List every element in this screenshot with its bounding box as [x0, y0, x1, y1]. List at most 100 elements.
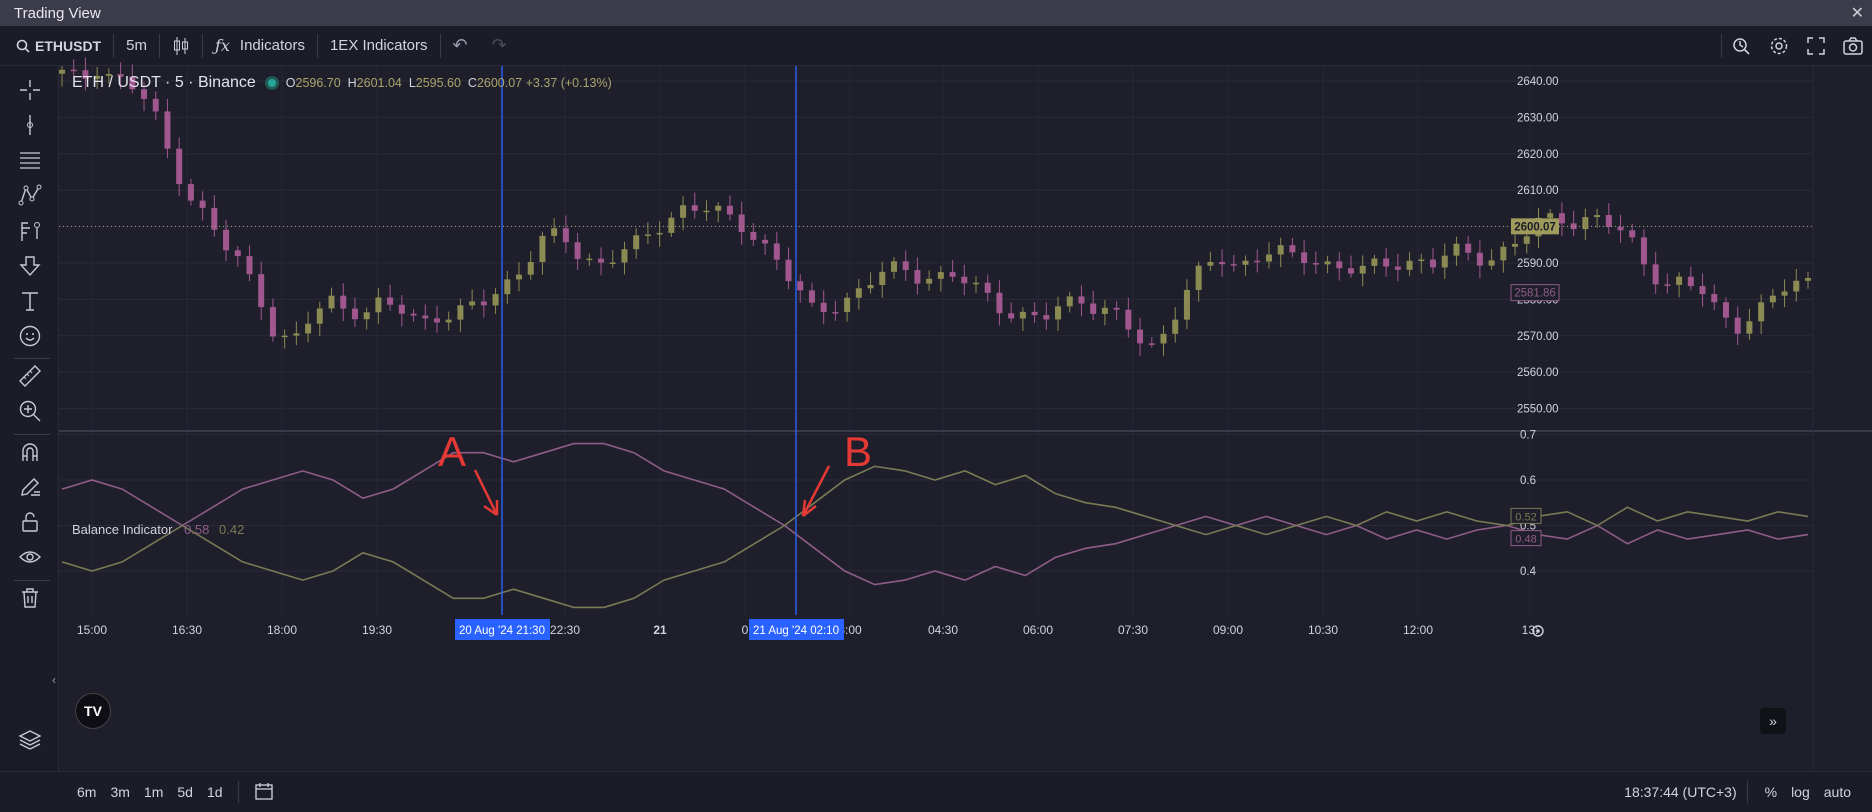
- price-marker-tag: [1510, 284, 1560, 302]
- time-tick-label: 0: [742, 623, 749, 637]
- log-toggle[interactable]: log: [1791, 784, 1810, 800]
- percent-toggle[interactable]: %: [1764, 784, 1778, 800]
- range-6m[interactable]: 6m: [77, 784, 97, 800]
- magnet-icon[interactable]: [18, 440, 42, 464]
- undo-icon: ↶: [452, 35, 468, 55]
- fib-retracement-icon[interactable]: [18, 148, 42, 172]
- candle-body: [1652, 264, 1659, 285]
- candle-body: [1008, 313, 1015, 319]
- candle-body: [750, 231, 757, 240]
- indicators-button[interactable]: ƒx Indicators: [203, 26, 317, 66]
- range-3m[interactable]: 3m: [110, 784, 130, 800]
- price-tick-label: 2560.00: [1517, 367, 1559, 379]
- auto-toggle[interactable]: auto: [1823, 784, 1851, 800]
- time-tick-label: 3:00: [838, 623, 862, 637]
- clock-label[interactable]: 18:37:44 (UTC+3): [1624, 784, 1737, 800]
- candle-body: [117, 74, 124, 77]
- symbol-search-button[interactable]: ETHUSDT: [0, 26, 113, 66]
- candle-body: [527, 261, 534, 275]
- candle-body: [1019, 311, 1026, 319]
- candle-body: [1758, 302, 1765, 322]
- interval-label: 5m: [126, 37, 147, 54]
- zoom-in-icon[interactable]: [18, 399, 42, 423]
- candle-body: [1066, 296, 1073, 307]
- drawing-mode-icon[interactable]: [18, 475, 42, 499]
- scroll-to-realtime-button[interactable]: »: [1760, 708, 1786, 734]
- candle-body: [94, 75, 101, 79]
- candle-body: [211, 207, 218, 230]
- custom-indicators-button[interactable]: 1EX Indicators: [318, 26, 440, 66]
- settings-button[interactable]: [1760, 26, 1798, 66]
- text-icon[interactable]: [18, 289, 42, 313]
- series-symbol[interactable]: ETH / USDT · 5 · Binance: [72, 74, 256, 91]
- candle-body: [668, 217, 675, 233]
- candle-body: [1078, 296, 1085, 304]
- candle-body: [1441, 255, 1448, 268]
- close-icon[interactable]: ✕: [1850, 5, 1864, 22]
- interval-button[interactable]: 5m: [114, 26, 159, 66]
- tradingview-logo[interactable]: TV: [75, 693, 111, 729]
- candle-body: [762, 239, 769, 244]
- candle-body: [492, 294, 499, 306]
- candle-body: [1254, 260, 1261, 263]
- lock-icon[interactable]: [18, 510, 42, 534]
- candle-body: [1277, 245, 1284, 255]
- candle-body: [609, 262, 616, 264]
- undo-button[interactable]: ↶: [441, 26, 480, 66]
- time-tick-label: 21: [653, 623, 667, 637]
- pattern-icon[interactable]: [18, 183, 42, 207]
- chart-area[interactable]: [59, 66, 1872, 771]
- time-tick-label: 12:00: [1403, 623, 1433, 637]
- toolbar-divider: [316, 33, 318, 58]
- candle-body: [621, 249, 628, 263]
- collapse-toolbar-icon[interactable]: ‹: [52, 673, 56, 687]
- candle-body: [1394, 266, 1401, 270]
- trash-icon[interactable]: [18, 586, 42, 610]
- time-tick-label: 16:30: [172, 623, 202, 637]
- prediction-icon[interactable]: [18, 219, 42, 243]
- redo-button[interactable]: ↷: [480, 26, 519, 66]
- top-toolbar: ETHUSDT 5m ƒx Indicators 1EX Indicators …: [0, 26, 1872, 66]
- candle-body: [422, 315, 429, 319]
- emoji-icon[interactable]: [18, 324, 42, 348]
- crosshair-icon[interactable]: [18, 78, 42, 102]
- visibility-icon[interactable]: [18, 545, 42, 569]
- goto-date-button[interactable]: [247, 782, 281, 803]
- bottom-toolbar: 6m 3m 1m 5d 1d 18:37:44 (UTC+3) % log au…: [0, 771, 1872, 812]
- screenshot-button[interactable]: [1834, 26, 1872, 66]
- candle-body: [1371, 258, 1378, 266]
- alert-button[interactable]: [1722, 26, 1760, 66]
- indicator-legend[interactable]: Balance Indicator 0.58 0.42: [72, 522, 244, 537]
- fullscreen-button[interactable]: [1798, 26, 1834, 66]
- settings-icon: [1770, 37, 1788, 55]
- candle-body: [1242, 260, 1249, 265]
- candle-body: [1629, 230, 1636, 238]
- candle-body: [281, 335, 288, 338]
- object-tree-icon[interactable]: [18, 728, 42, 752]
- candle-body: [1160, 333, 1167, 344]
- candle-body: [879, 271, 886, 286]
- candle-body: [398, 304, 405, 314]
- candle-body: [305, 323, 312, 334]
- candle-body: [1031, 311, 1038, 316]
- candle-body: [1734, 317, 1741, 334]
- candle-body: [1207, 261, 1214, 266]
- bottom-right-group: 18:37:44 (UTC+3) % log auto: [1624, 772, 1858, 812]
- candle-body: [1805, 278, 1811, 281]
- candle-body: [996, 292, 1003, 314]
- trendline-icon[interactable]: [18, 113, 42, 137]
- ruler-icon[interactable]: [18, 364, 42, 388]
- range-5d[interactable]: 5d: [177, 784, 193, 800]
- time-cursor-tag: [455, 619, 550, 640]
- candle-body: [1687, 276, 1694, 287]
- range-1d[interactable]: 1d: [206, 784, 223, 800]
- candle-body: [141, 89, 148, 99]
- arrow-down-icon[interactable]: [18, 254, 42, 278]
- time-tick-label: 15:00: [77, 623, 107, 637]
- chart-type-button[interactable]: [160, 26, 202, 66]
- candle-body: [1359, 265, 1366, 274]
- candle-body: [1289, 245, 1296, 253]
- range-1m[interactable]: 1m: [143, 784, 164, 800]
- toolbar-right-group: [1721, 26, 1872, 66]
